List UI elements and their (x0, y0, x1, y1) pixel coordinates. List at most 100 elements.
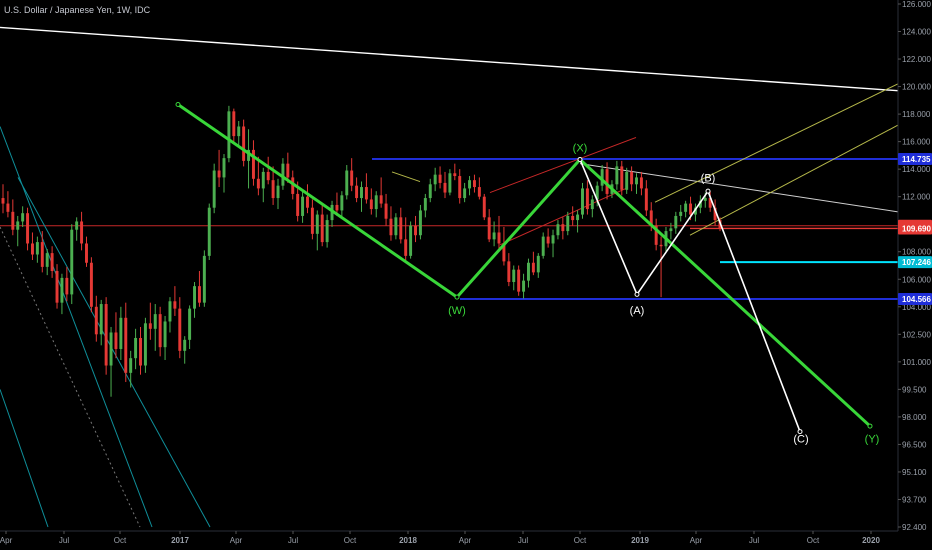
candle-body (482, 196, 486, 218)
price-tick-label: 112.000 (902, 193, 931, 202)
candle-body (561, 224, 565, 232)
candle-body (6, 203, 10, 212)
olive-short-line (391, 171, 421, 183)
candle (158, 306, 162, 357)
candle-body (684, 203, 688, 212)
candle (242, 119, 246, 167)
wave-pivot (634, 291, 640, 297)
candle (384, 193, 388, 226)
x-channel-lower (499, 187, 627, 246)
candle (21, 206, 25, 227)
candle-body (247, 149, 251, 161)
candle (517, 265, 521, 296)
candle-body (487, 217, 491, 240)
candle (26, 207, 30, 251)
candle (247, 129, 251, 189)
candle (585, 180, 589, 215)
yellow-channel-upper (654, 83, 898, 203)
wave-label: (B) (701, 173, 716, 185)
candle-body (271, 180, 275, 199)
wave-label: (A) (630, 305, 645, 317)
candle-body (590, 199, 594, 210)
candle (512, 265, 516, 291)
candle-body (217, 170, 221, 178)
candle (50, 246, 54, 278)
candle (222, 154, 226, 193)
candle-body (109, 332, 113, 366)
candle (379, 177, 383, 208)
candle-body (689, 203, 693, 215)
candle-body (492, 232, 496, 240)
candle-body (301, 196, 305, 216)
candle (310, 199, 314, 240)
candle-body (639, 177, 643, 189)
green-wxy-wave (177, 103, 872, 428)
candle-body (526, 262, 530, 281)
price-tick-label: 96.500 (902, 440, 927, 449)
price-tick-label: 106.000 (902, 275, 931, 284)
time-tick-label: Oct (344, 536, 357, 545)
candle-body (679, 211, 683, 216)
wave-pivot (175, 101, 181, 107)
candle-body (75, 221, 79, 230)
gray-b-trendline (579, 163, 898, 213)
teal-channel-3 (17, 177, 211, 528)
candle-body (11, 211, 15, 230)
candle-body (497, 232, 501, 244)
candle (679, 204, 683, 222)
price-label-box (898, 292, 932, 305)
candle (35, 236, 39, 263)
candle (536, 253, 540, 278)
candle (605, 162, 609, 200)
candle-body (350, 170, 354, 186)
candle (674, 211, 678, 234)
wave-label: (C) (793, 434, 808, 446)
candle (188, 305, 192, 349)
candle (85, 236, 88, 267)
candle (65, 266, 69, 302)
candle (271, 166, 275, 205)
candle-body (448, 173, 452, 193)
candle (581, 182, 584, 219)
candle (55, 264, 59, 309)
candle-body (178, 308, 182, 351)
candle (360, 181, 363, 212)
candle-body (35, 242, 39, 255)
candle-body (654, 225, 658, 245)
candle-body (80, 221, 84, 244)
candle (153, 304, 157, 351)
candle (202, 250, 206, 307)
candle-body (512, 269, 516, 283)
candle-body (428, 184, 432, 199)
candle (104, 297, 108, 375)
candle-body (143, 323, 147, 366)
candle-body (85, 243, 88, 263)
candle (556, 220, 560, 240)
teal-channel-2 (0, 389, 49, 528)
candle-body (276, 185, 280, 199)
candle-body (163, 321, 167, 348)
candle-body (193, 286, 197, 309)
time-tick-label: 2017 (171, 536, 189, 545)
time-tick-label: Oct (114, 536, 127, 545)
candle-body (227, 111, 231, 159)
price-label-box (898, 256, 932, 269)
candle (212, 163, 216, 214)
candle-body (595, 185, 599, 200)
candle-body (16, 221, 20, 230)
candle (89, 257, 93, 313)
time-tick-label: 2020 (862, 536, 880, 545)
candle (684, 200, 688, 218)
candle-body (576, 214, 580, 221)
candle (443, 171, 447, 199)
candle-body (1, 198, 5, 204)
candle-body (315, 214, 319, 234)
candle (487, 209, 491, 243)
candle (453, 163, 457, 181)
candle-body (669, 228, 673, 232)
candle (266, 156, 270, 185)
candle (669, 222, 673, 240)
candle-body (438, 174, 442, 183)
